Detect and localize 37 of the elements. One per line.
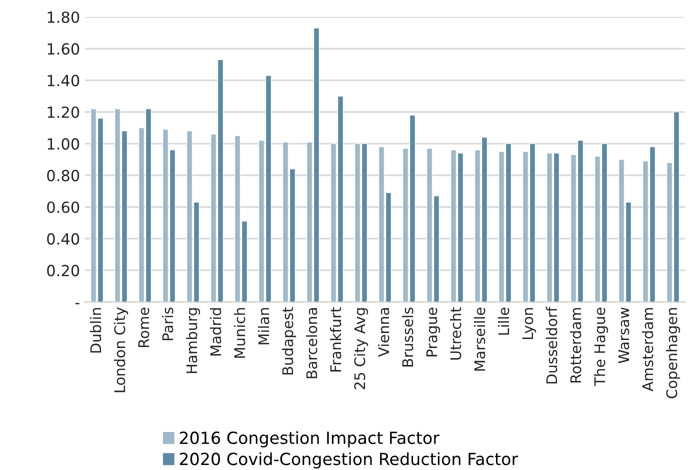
y-tick-label: 1.20 xyxy=(48,106,80,118)
x-tick-label: Lille xyxy=(498,308,510,335)
x-tick-label: Rotterdam xyxy=(570,308,582,382)
y-tick-label: 0.60 xyxy=(47,201,80,214)
y-tick-label: - xyxy=(75,303,80,304)
x-tick-label: Utrecht xyxy=(450,307,462,360)
y-tick-label: 0.80 xyxy=(47,170,80,182)
x-tick-label: Marseille xyxy=(474,308,486,371)
x-tick-label: Barcelona xyxy=(306,308,318,378)
legend-label: 2020 Covid-Congestion Reduction Factor xyxy=(180,452,518,468)
x-tick-label: Madrid xyxy=(210,308,222,356)
x-tick-label: Prague xyxy=(426,308,440,356)
y-tick-label: 1.00 xyxy=(48,138,80,150)
y-tick-label: 1.40 xyxy=(48,74,80,86)
x-tick-label: Hamburg xyxy=(186,308,200,374)
x-tick-label: Brussels xyxy=(402,308,414,366)
x-tick-label: Frankfurt xyxy=(330,307,342,372)
x-tick-label: Amsterdam xyxy=(642,308,654,392)
x-tick-label: 25 City Avg xyxy=(354,308,368,390)
x-tick-label: Rome xyxy=(138,308,150,348)
x-tick-label: Lyon xyxy=(522,308,536,340)
x-tick-label: Warsaw xyxy=(618,307,630,364)
x-tick-label: London City xyxy=(114,307,128,392)
y-tick-label: 1.80 xyxy=(48,11,80,24)
x-tick-label: Vienna xyxy=(378,308,390,357)
x-tick-label: Paris xyxy=(162,308,174,340)
y-tick-label: 0.40 xyxy=(47,233,80,245)
x-tick-label: Dusseldorf xyxy=(546,306,558,384)
x-tick-label: Dublin xyxy=(90,308,102,353)
y-tick-label: 0.20 xyxy=(47,264,80,276)
x-tick-label: Milan xyxy=(258,308,270,344)
x-tick-label: Copenhagen xyxy=(666,308,680,398)
x-tick-label: The Hague xyxy=(594,308,608,386)
legend-label: 2016 Congestion Impact Factor xyxy=(180,431,440,448)
x-tick-label: Budapest xyxy=(282,307,296,374)
x-tick-label: Munich xyxy=(234,308,246,358)
y-tick-label: 1.60 xyxy=(48,43,80,55)
